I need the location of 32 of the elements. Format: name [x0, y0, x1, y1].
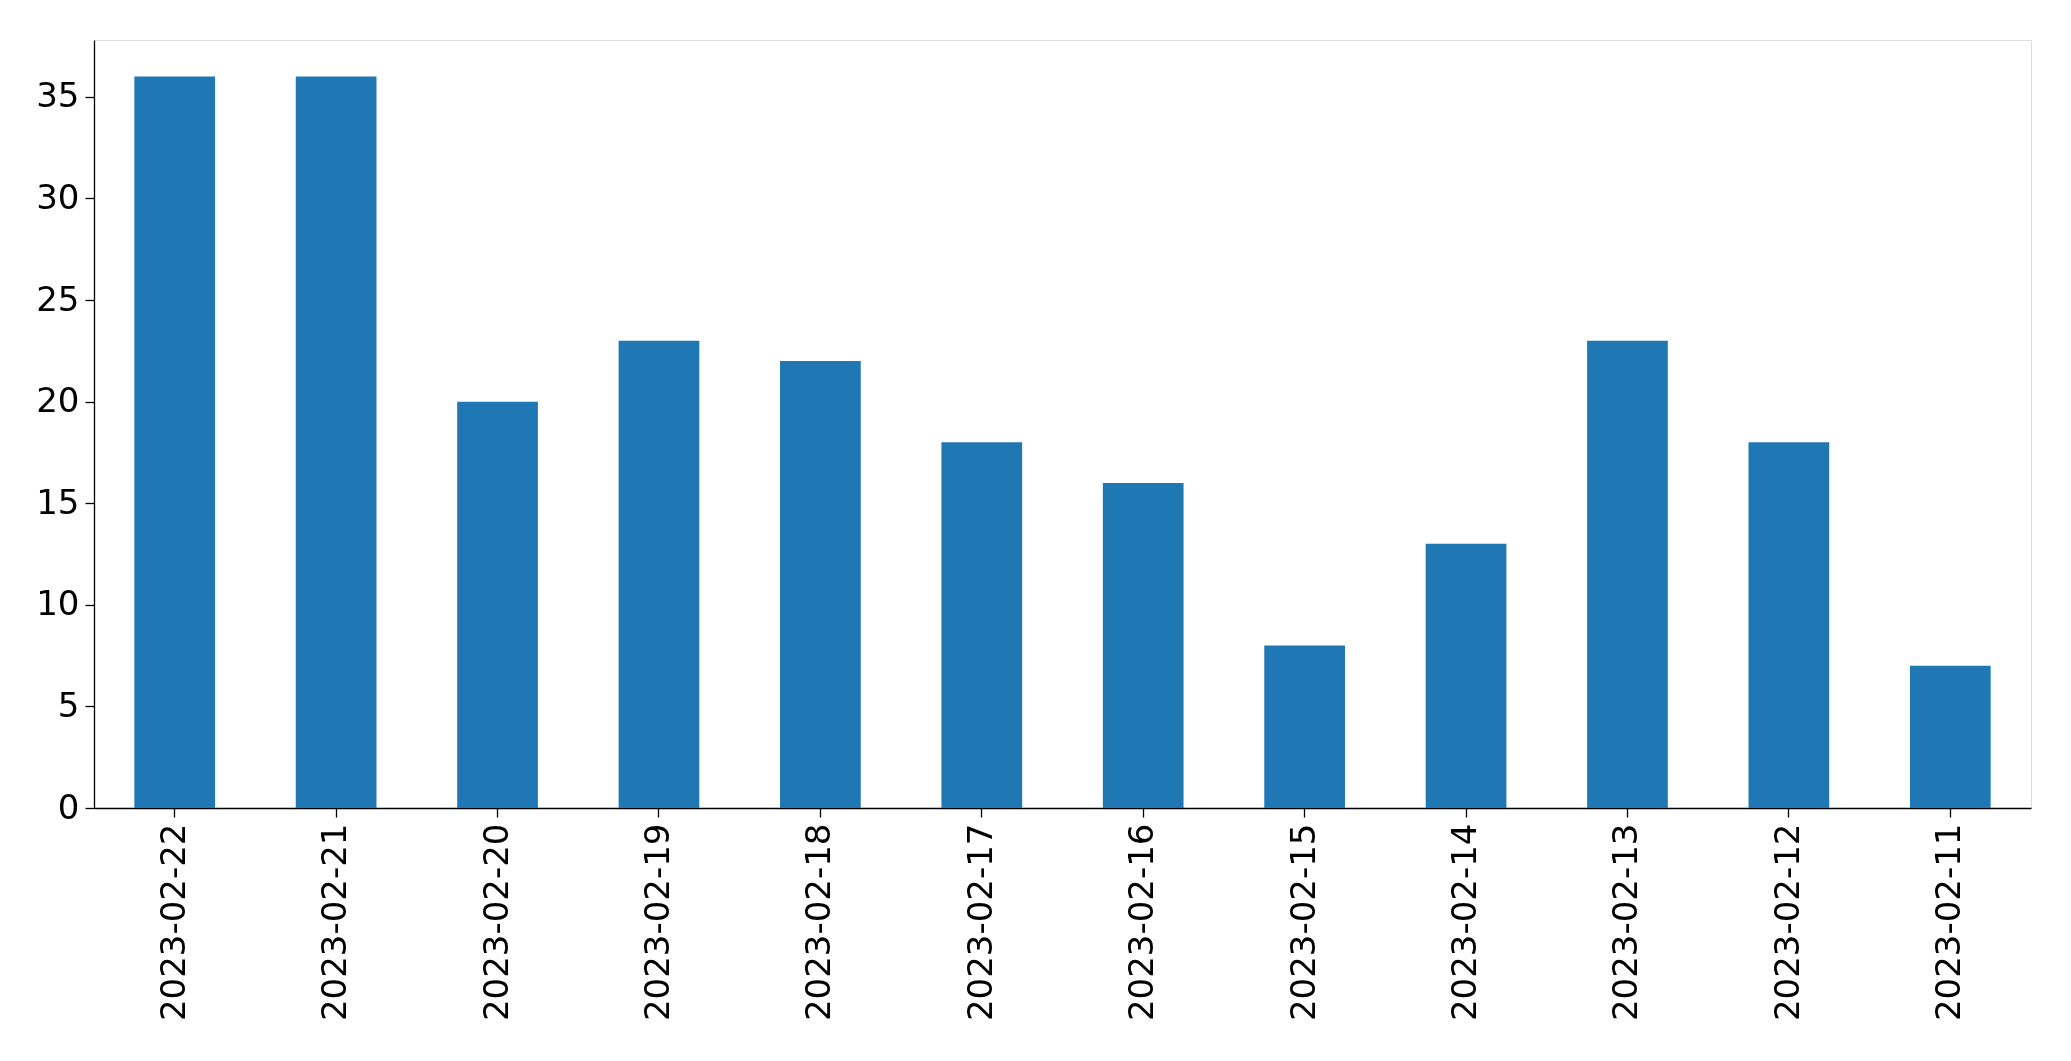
x-tick-label: 2023-02-14 — [1444, 823, 1485, 1022]
x-tick-label: 2023-02-22 — [152, 823, 193, 1022]
bar — [1264, 645, 1345, 808]
bar — [1587, 340, 1668, 808]
x-tick-label: 2023-02-21 — [314, 823, 355, 1022]
y-tick-label: 5 — [57, 684, 80, 725]
x-tick-label: 2023-02-11 — [1928, 823, 1969, 1022]
bar — [1909, 665, 1991, 808]
bar — [295, 76, 377, 808]
x-tick-label: 2023-02-19 — [636, 823, 677, 1022]
bar — [1425, 543, 1507, 808]
y-tick-label: 0 — [57, 786, 80, 827]
y-tick-label: 10 — [36, 583, 80, 624]
bar — [618, 340, 700, 808]
y-tick-label: 35 — [36, 75, 80, 116]
bar — [780, 361, 861, 808]
y-tick-label: 25 — [36, 278, 80, 319]
x-tick-label: 2023-02-12 — [1766, 823, 1807, 1022]
bar — [1748, 442, 1830, 808]
x-tick-label: 2023-02-17 — [959, 823, 1000, 1022]
bar — [1102, 482, 1184, 808]
y-tick-label: 20 — [36, 380, 80, 421]
x-tick-label: 2023-02-13 — [1605, 823, 1646, 1022]
bar — [134, 76, 216, 808]
x-tick-label: 2023-02-20 — [475, 823, 516, 1022]
x-tick-label: 2023-02-15 — [1282, 823, 1323, 1022]
bar — [457, 401, 538, 808]
y-tick-label: 15 — [36, 481, 80, 522]
y-tick-label: 30 — [36, 176, 80, 217]
bar — [941, 442, 1023, 808]
x-tick-label: 2023-02-16 — [1121, 823, 1162, 1022]
x-tick-label: 2023-02-18 — [798, 823, 839, 1022]
